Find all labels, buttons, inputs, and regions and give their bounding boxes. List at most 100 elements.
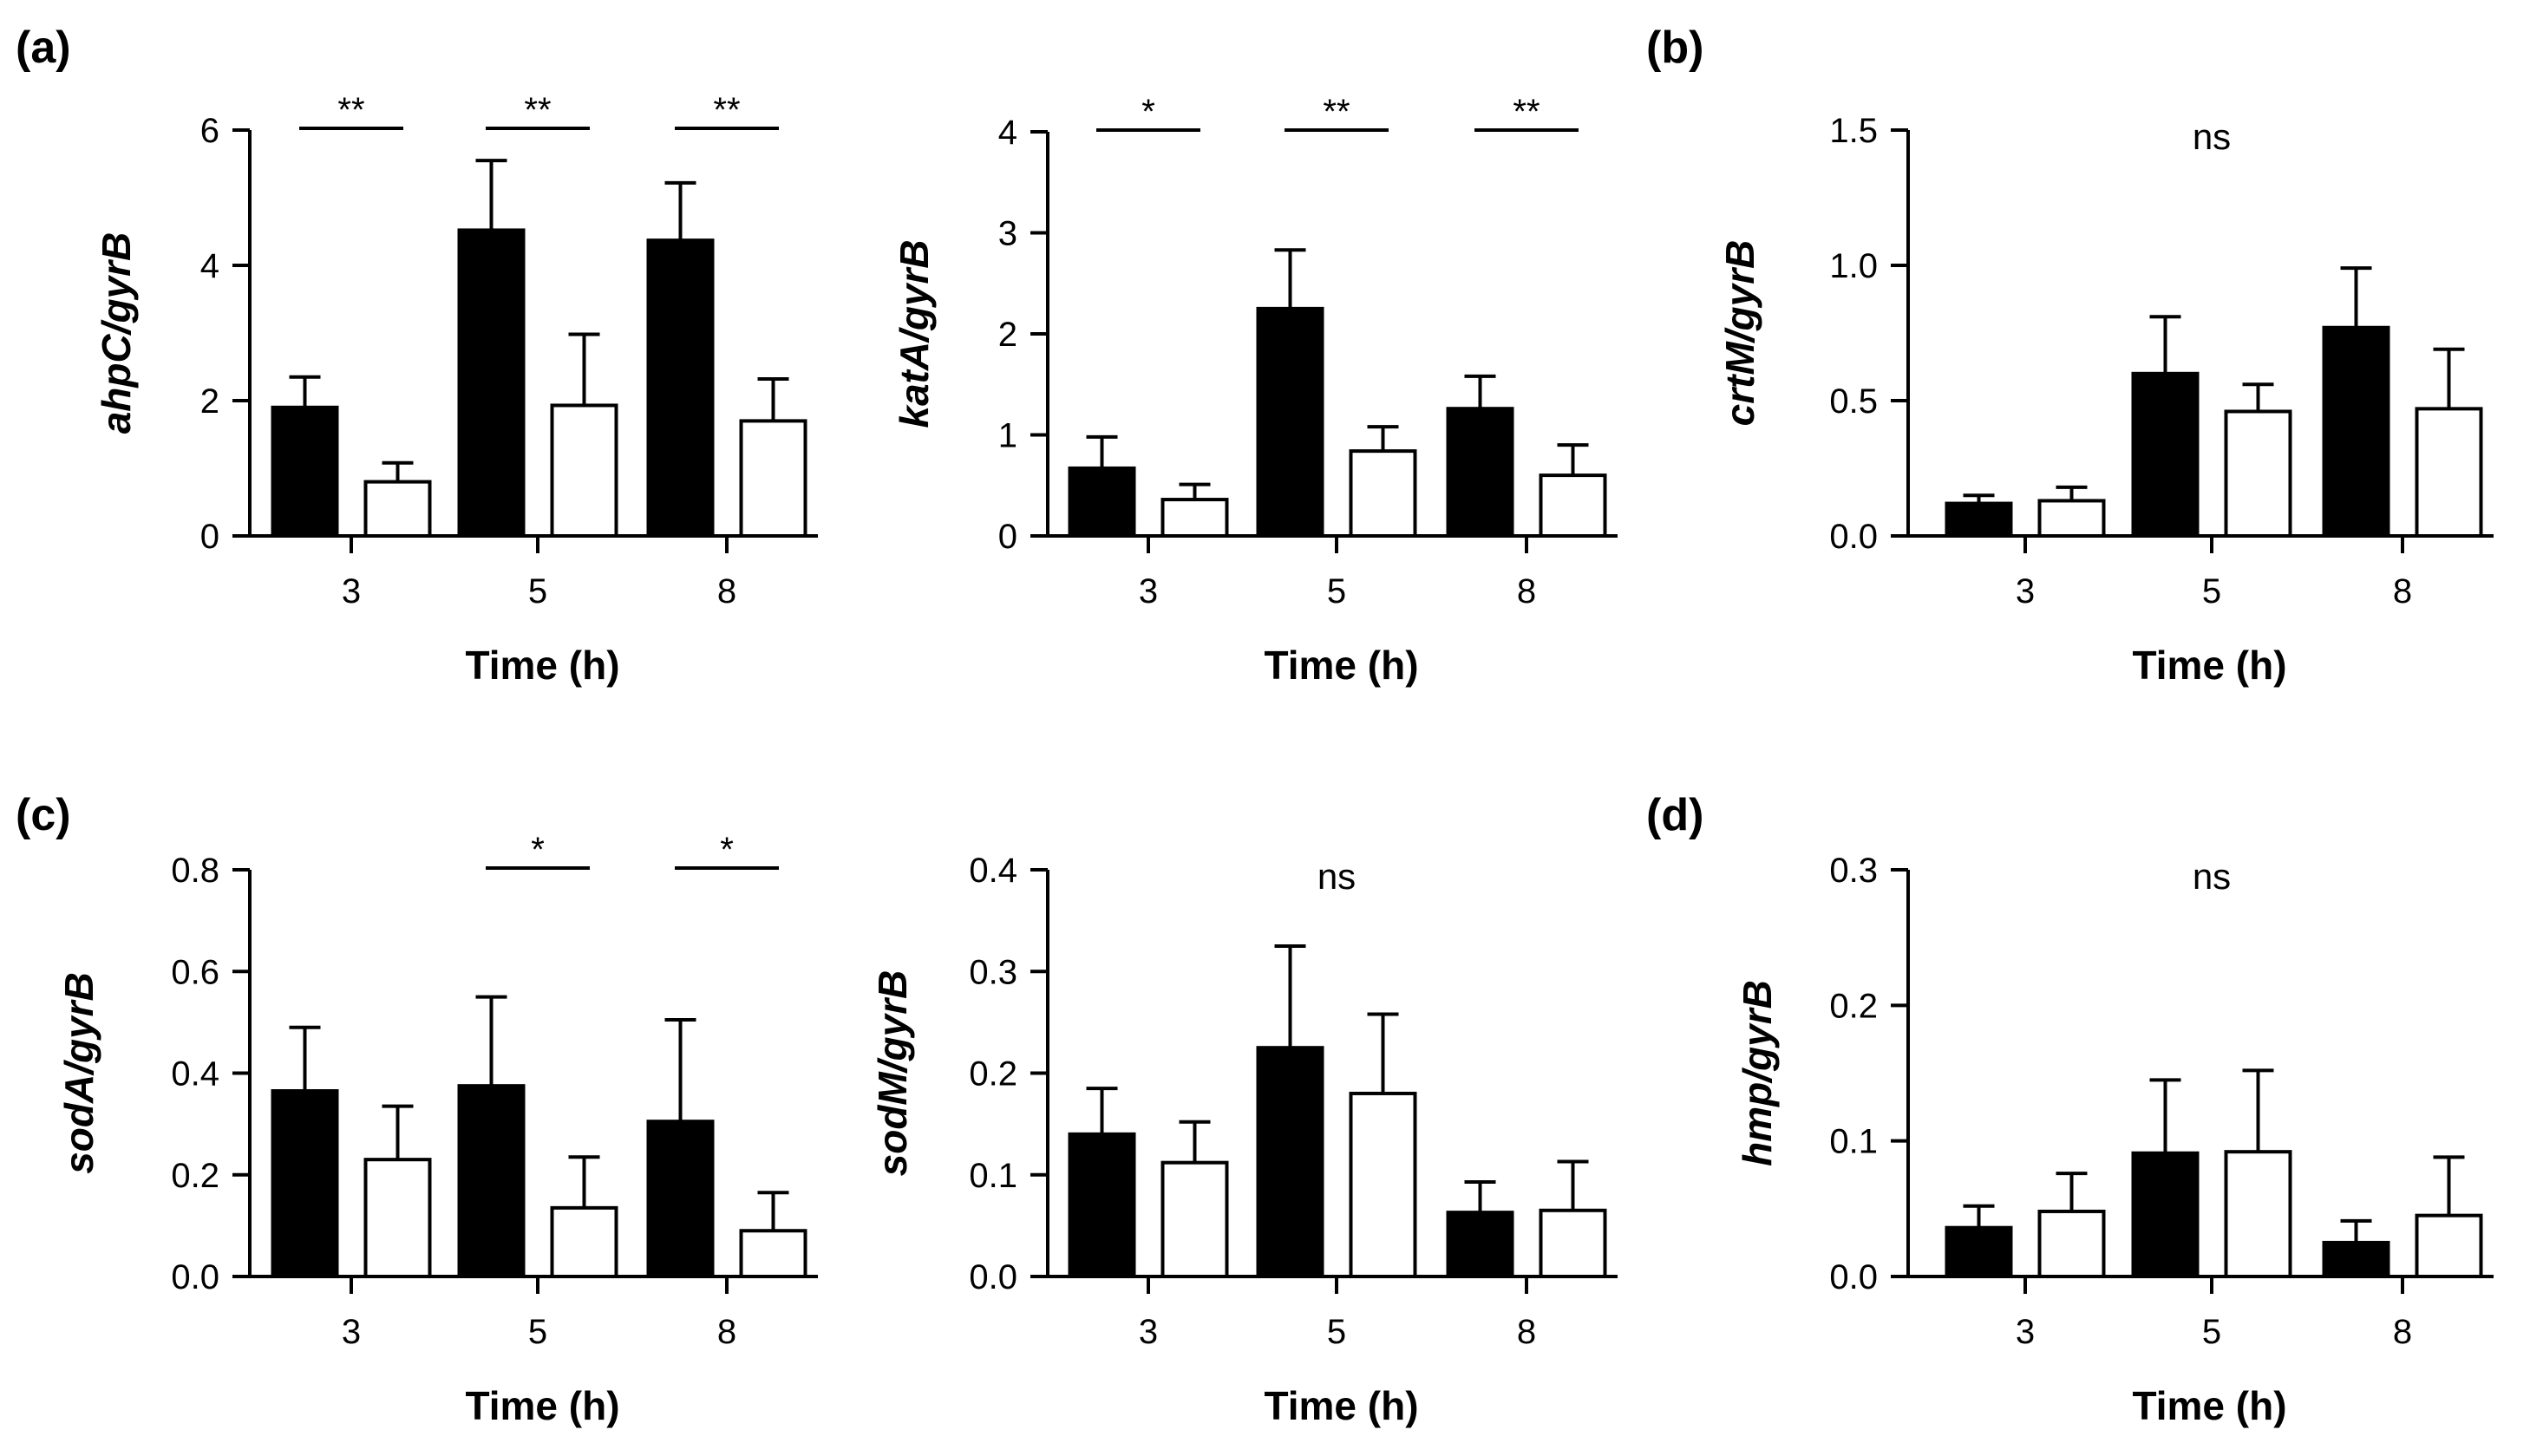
bar-filled	[646, 238, 715, 538]
bar-open	[2415, 1213, 2483, 1279]
x-tick-label: 8	[1517, 572, 1536, 610]
x-tick-label: 8	[1517, 1313, 1536, 1351]
x-tick-label: 3	[2016, 1313, 2035, 1351]
y-tick-label: 0.0	[969, 1258, 1017, 1296]
x-axis-title: Time (h)	[465, 1383, 619, 1428]
x-tick-label: 5	[528, 572, 547, 610]
x-tick-label: 3	[342, 572, 361, 610]
x-tick-label: 3	[342, 1313, 361, 1351]
bar-filled	[1446, 407, 1514, 538]
bar-filled	[1068, 466, 1136, 539]
ns-label: ns	[2193, 856, 2231, 897]
y-tick-label: 0.4	[171, 1055, 219, 1094]
x-axis-title: Time (h)	[2132, 643, 2286, 688]
bar-open	[1349, 449, 1417, 539]
y-tick-label: 0.6	[171, 953, 219, 991]
y-tick-label: 1.0	[1829, 247, 1878, 285]
bar-filled	[1068, 1132, 1136, 1278]
bar-open	[550, 1205, 618, 1278]
bar-filled	[457, 1084, 526, 1278]
x-tick-label: 8	[2393, 1313, 2412, 1351]
bar-open	[363, 480, 432, 538]
y-tick-label: 0	[200, 518, 219, 556]
y-tick-label: 3	[998, 215, 1017, 253]
bar-filled	[1945, 501, 2013, 538]
bar-open	[1160, 498, 1229, 538]
chart-panel-5: 0.0 0.1 0.2 0.3 0.4 3 5 8 Time (h) sodM/gyrB ns	[870, 852, 1618, 1428]
bar-filled	[1256, 1046, 1324, 1278]
panel-letter: (c)	[16, 790, 71, 840]
y-axis-title: katA/gyrB	[892, 239, 937, 428]
panel-letter: (a)	[16, 23, 71, 73]
significance-stars: **	[337, 91, 364, 129]
bar-open	[363, 1158, 432, 1278]
bar-open	[1539, 473, 1607, 538]
significance-stars: **	[1323, 93, 1350, 131]
y-tick-label: 2	[998, 316, 1017, 354]
bar-open	[739, 419, 807, 538]
x-tick-label: 5	[1327, 1313, 1346, 1351]
y-tick-label: 4	[998, 114, 1017, 152]
ns-label: ns	[1317, 856, 1356, 897]
x-axis-title: Time (h)	[1264, 643, 1418, 688]
bar-filled	[271, 405, 339, 538]
x-tick-label: 3	[1139, 572, 1158, 610]
bar-filled	[646, 1120, 715, 1278]
ns-label: ns	[2193, 116, 2231, 157]
significance-stars: *	[531, 831, 545, 869]
x-axis-title: Time (h)	[465, 643, 619, 688]
chart-panel-4: (c) 0.0 0.2 0.4 0.6 0.8 3 5 8 Time (h) sodA/gyrB * *	[16, 790, 818, 1428]
chart-panel-1: (a) 0 2 4 6 3 5 8 Time (h) ahpC/gyrB ** ** **	[16, 23, 818, 688]
chart-panel-6: (d) 0.0 0.1 0.2 0.3 3 5 8 Time (h) hmp/gyrB ns	[1646, 790, 2494, 1428]
bar-open	[1349, 1091, 1417, 1278]
y-tick-label: 0.2	[1829, 987, 1878, 1025]
significance-stars: **	[524, 91, 551, 129]
y-tick-label: 0.1	[969, 1157, 1017, 1195]
bar-filled	[271, 1089, 339, 1279]
x-tick-label: 8	[717, 572, 736, 610]
panel-letter: (b)	[1646, 23, 1703, 73]
y-tick-label: 0.2	[171, 1157, 219, 1195]
y-tick-label: 0.0	[171, 1258, 219, 1296]
y-tick-label: 0.0	[1829, 518, 1878, 556]
y-tick-label: 0.8	[171, 852, 219, 890]
bar-filled	[1256, 306, 1324, 538]
y-axis-title: hmp/gyrB	[1735, 980, 1780, 1166]
x-tick-label: 3	[1139, 1313, 1158, 1351]
bar-filled	[2322, 325, 2390, 539]
y-tick-label: 0.0	[1829, 1258, 1878, 1296]
significance-stars: **	[1513, 93, 1540, 131]
x-tick-label: 8	[2393, 572, 2412, 610]
bar-open	[1539, 1208, 1607, 1278]
significance-stars: *	[1141, 93, 1155, 131]
bar-open	[739, 1229, 807, 1279]
bar-filled	[2131, 1151, 2200, 1279]
y-tick-label: 0	[998, 518, 1017, 556]
y-tick-label: 2	[200, 382, 219, 421]
bar-open	[2415, 407, 2483, 538]
bar-filled	[2131, 371, 2200, 538]
x-tick-label: 5	[2202, 1313, 2221, 1351]
significance-stars: **	[713, 91, 740, 129]
y-tick-label: 4	[200, 247, 219, 285]
x-tick-label: 5	[2202, 572, 2221, 610]
bar-filled	[1446, 1211, 1514, 1278]
y-tick-label: 0.4	[969, 852, 1017, 890]
y-tick-label: 1.5	[1829, 112, 1878, 150]
y-tick-label: 0.1	[1829, 1123, 1878, 1161]
x-tick-label: 8	[717, 1313, 736, 1351]
y-tick-label: 0.3	[1829, 852, 1878, 890]
bar-open	[550, 403, 618, 538]
bar-filled	[1945, 1225, 2013, 1278]
y-tick-label: 0.5	[1829, 382, 1878, 421]
y-axis-title: ahpC/gyrB	[94, 232, 139, 434]
x-tick-label: 5	[1327, 572, 1346, 610]
panel-letter: (d)	[1646, 790, 1703, 840]
y-axis-title: sodA/gyrB	[56, 972, 101, 1174]
x-tick-label: 5	[528, 1313, 547, 1351]
bar-open	[2037, 1209, 2106, 1278]
y-axis-title: crtM/gyrB	[1717, 240, 1762, 427]
y-tick-label: 0.3	[969, 953, 1017, 991]
